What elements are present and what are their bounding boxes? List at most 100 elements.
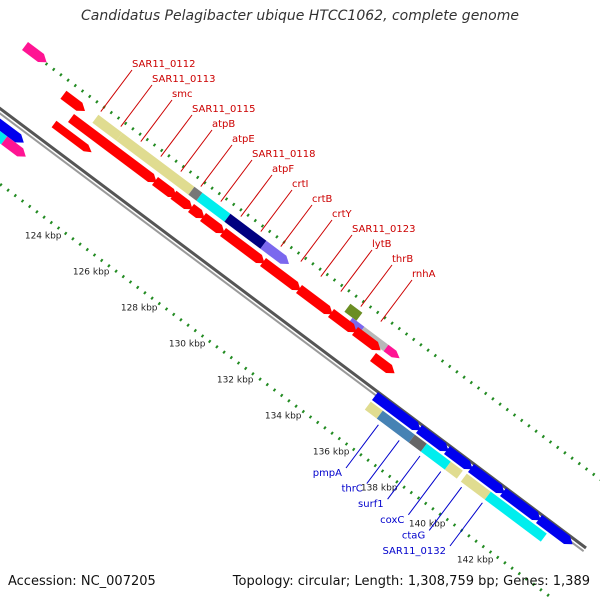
topology-label: Topology: [232, 574, 294, 589]
outer-dot-17 [152, 143, 157, 147]
inner-dot-25 [136, 285, 140, 290]
outer-dot-20 [174, 159, 178, 163]
genes-label: Genes: [503, 574, 549, 589]
tick-label-1: 126 kbp [73, 267, 110, 277]
outer-dot-28 [232, 202, 236, 207]
outer-dot-66 [505, 407, 510, 412]
length-value: 1,308,759 bp [407, 574, 495, 589]
outer-dot-19 [167, 154, 171, 158]
outer-dot-3 [51, 67, 56, 72]
upper-gene-9 [383, 344, 400, 359]
outer-dot-41 [325, 272, 330, 277]
inner-dot-56 [359, 453, 363, 457]
inner-dot-6 [0, 183, 3, 187]
outer-dot-49 [383, 316, 387, 320]
outer-dot-47 [368, 305, 373, 309]
outer-dot-46 [361, 299, 366, 304]
inner-dot-11 [35, 210, 39, 214]
upper-gene-15 [200, 213, 225, 234]
lower-gene-8 [416, 425, 449, 452]
outer-dot-31 [253, 218, 258, 223]
topology-info: Topology: circular; Length: 1,308,759 bp… [232, 574, 590, 589]
inner-dot-49 [308, 415, 313, 419]
inner-dot-8 [13, 193, 18, 198]
tick-label-3: 130 kbp [169, 339, 206, 349]
outer-dot-7 [80, 89, 85, 93]
outer-dot-22 [188, 170, 193, 174]
outer-dot-37 [296, 251, 301, 255]
outer-dot-12 [116, 116, 121, 120]
upper-gene-19 [328, 309, 357, 333]
inner-dot-43 [265, 382, 270, 387]
upper-gene-label-6: SAR11_0118 [252, 149, 316, 160]
upper-gene-label-3: SAR11_0115 [192, 104, 256, 115]
inner-dot-64 [416, 496, 421, 500]
tick-label-9: 142 kbp [457, 555, 494, 565]
upper-gene-label-1: SAR11_0113 [152, 74, 216, 85]
inner-dot-72 [474, 539, 478, 544]
inner-dot-59 [380, 469, 385, 473]
inner-dot-78 [517, 571, 522, 576]
inner-dot-82 [546, 593, 550, 598]
inner-dot-35 [208, 339, 212, 344]
tick-label-5: 134 kbp [265, 411, 302, 421]
upper-gene-label-14: rnhA [412, 269, 436, 280]
outer-dot-23 [196, 175, 200, 180]
outer-dot-26 [217, 191, 221, 196]
inner-dot-74 [488, 550, 493, 554]
upper-gene-10 [60, 90, 85, 111]
lower-gene-12 [536, 515, 573, 545]
inner-dot-31 [179, 318, 183, 322]
inner-dot-36 [215, 345, 219, 349]
lower-gene-14 [0, 130, 8, 145]
upper-gene-14 [188, 204, 205, 219]
inner-dot-52 [330, 431, 334, 435]
inner-dot-10 [27, 204, 32, 209]
upper-gene-13 [170, 190, 193, 210]
inner-dot-33 [193, 328, 197, 333]
genome-title: Candidatus Pelagibacter ubique HTCC1062,… [0, 8, 600, 24]
lower-gene-2 [408, 434, 427, 452]
inner-dot-22 [114, 269, 118, 273]
inner-dot-44 [272, 388, 277, 392]
outer-dot-8 [88, 94, 92, 99]
upper-gene-21 [370, 353, 395, 374]
lower-gene-label-2: surf1 [358, 499, 384, 510]
lower-gene-label-5: SAR11_0132 [383, 546, 447, 557]
outer-dot-43 [339, 283, 344, 288]
upper-leader-4 [180, 129, 213, 172]
upper-gene-22 [51, 120, 92, 153]
upper-leader-1 [120, 84, 153, 127]
outer-dot-62 [476, 386, 481, 390]
outer-dot-24 [203, 181, 207, 185]
inner-dot-17 [78, 242, 82, 246]
upper-gene-2 [188, 186, 203, 201]
outer-dot-44 [347, 289, 351, 293]
outer-dot-2 [44, 62, 49, 66]
lower-gene-4 [444, 461, 463, 479]
outer-dot-71 [541, 434, 546, 439]
outer-dot-51 [397, 326, 402, 331]
outer-dot-39 [311, 262, 315, 266]
inner-dot-20 [100, 258, 104, 263]
lower-gene-label-1: thrC [341, 484, 362, 495]
outer-dot-34 [275, 235, 279, 239]
upper-gene-4 [224, 213, 267, 249]
outer-dot-73 [555, 445, 560, 450]
inner-dot-53 [337, 436, 342, 441]
outer-dot-77 [584, 467, 589, 471]
inner-dot-69 [452, 523, 457, 527]
inner-dot-16 [71, 237, 75, 241]
inner-dot-62 [402, 485, 406, 489]
accession-info: Accession: NC_007205 [8, 574, 156, 589]
lower-leader-5 [449, 502, 483, 547]
outer-dot-30 [246, 213, 250, 217]
upper-leader-9 [280, 204, 313, 247]
inner-dot-66 [431, 507, 435, 511]
inner-dot-55 [351, 447, 356, 452]
inner-dot-61 [395, 480, 399, 484]
tick-label-7: 138 kbp [361, 483, 398, 493]
upper-leader-10 [300, 219, 333, 262]
inner-dot-28 [157, 301, 161, 306]
upper-gene-17 [260, 258, 301, 291]
